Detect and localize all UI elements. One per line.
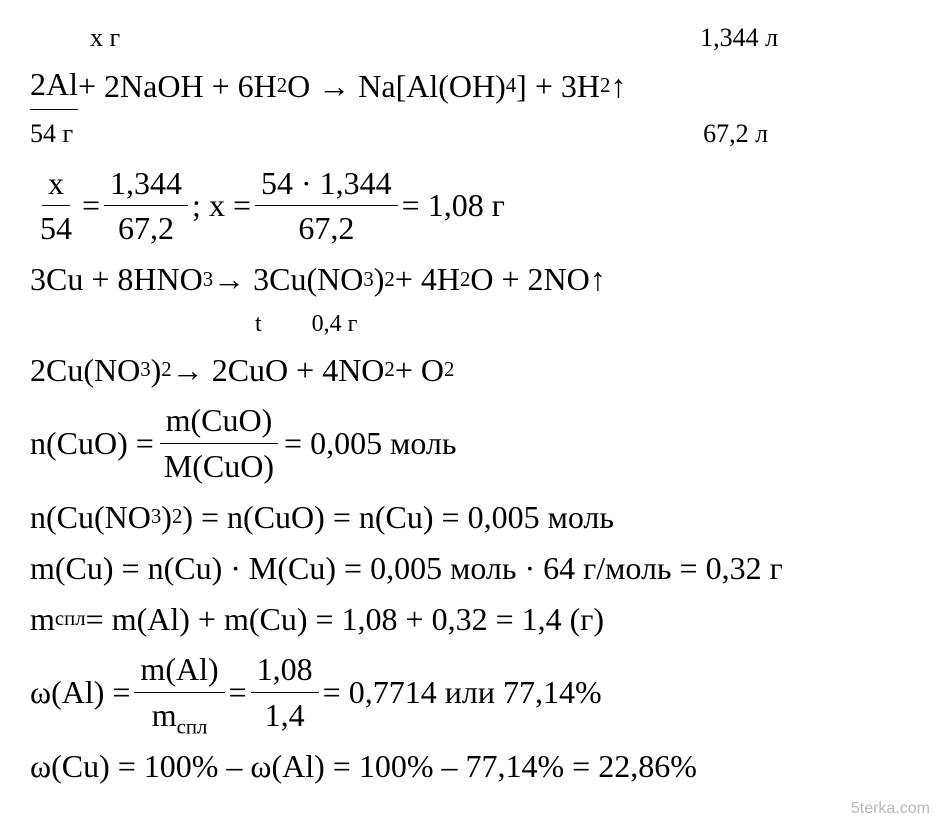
neq-a: n(Cu(NO	[30, 495, 151, 540]
frac-den: 54	[34, 206, 78, 251]
spacer	[262, 308, 312, 342]
eq2-d: + 4H	[395, 257, 460, 302]
w-cu-line: ω(Cu) = 100% – ω(Al) = 100% – 77,14% = 2…	[30, 744, 912, 789]
neq-c: ) = n(CuO) = n(Cu) = 0,005 моль	[182, 495, 614, 540]
spacer	[73, 116, 703, 152]
spacer	[30, 20, 90, 56]
frac-num: 1,344	[104, 161, 188, 207]
frac-mal-mspl: m(Al) mспл	[134, 647, 224, 738]
eq1-p1: + 2NaOH + 6H	[78, 64, 277, 109]
neq-b: )	[161, 495, 172, 540]
eq3-b: )	[151, 348, 162, 393]
wal-lhs: ω(Al) =	[30, 670, 130, 715]
wal-rhs: = 0,7714 или 77,14%	[323, 670, 602, 715]
wal-mid: =	[229, 670, 247, 715]
equation-3: 2Cu(NO3)2 → 2CuO + 4NO2 + O2	[30, 348, 912, 393]
frac-54x1344-672: 54 · 1,344 67,2	[255, 161, 398, 252]
spacer	[120, 20, 700, 56]
ncuo-lhs: n(CuO) =	[30, 421, 154, 466]
frac-108-14: 1,08 1,4	[251, 647, 319, 738]
equation-1: 2Al + 2NaOH + 6H2O → Na[Al(OH)4] + 3H2↑	[30, 62, 912, 110]
den-a: m	[152, 697, 177, 733]
anno-04g: 0,4 г	[312, 308, 358, 342]
solution-body: x г 1,344 л 2Al + 2NaOH + 6H2O → Na[Al(O…	[0, 0, 942, 815]
frac-den: 1,4	[259, 693, 311, 738]
eq2-c: )	[374, 257, 385, 302]
eq3-d: + O	[395, 348, 444, 393]
frac-1344-672: 1,344 67,2	[104, 161, 188, 252]
eq2-e: O + 2NO↑	[470, 257, 605, 302]
frac-den: M(CuO)	[158, 444, 280, 489]
ncuo-rhs: = 0,005 моль	[284, 421, 456, 466]
sep: ; x =	[192, 183, 251, 228]
anno-1344l: 1,344 л	[700, 20, 778, 56]
mspl-rhs: = m(Al) + m(Cu) = 1,08 + 0,32 = 1,4 (г)	[86, 597, 604, 642]
wcu-text: ω(Cu) = 100% – ω(Al) = 100% – 77,14% = 2…	[30, 744, 697, 789]
frac-den: 67,2	[112, 206, 180, 251]
eq1-p3: ] + 3H	[516, 64, 600, 109]
eq3-a: 2Cu(NO	[30, 348, 140, 393]
eq1-p2: O → Na[Al(OH)	[287, 64, 506, 109]
w-al-line: ω(Al) = m(Al) mспл = 1,08 1,4 = 0,7714 и…	[30, 647, 912, 738]
frac-num: 1,08	[251, 647, 319, 693]
den-sub: спл	[177, 716, 208, 739]
frac-num: 54 · 1,344	[255, 161, 398, 207]
result: = 1,08 г	[402, 183, 505, 228]
frac-den: mспл	[146, 693, 214, 738]
mspl-lhs: m	[30, 597, 55, 642]
eq3-c: → 2CuO + 4NO	[172, 348, 385, 393]
anno-672l: 67,2 л	[703, 116, 768, 152]
eq2-a: 3Cu + 8HNO	[30, 257, 203, 302]
eq1-2al: 2Al	[30, 62, 78, 110]
frac-x-54: x 54	[34, 161, 78, 252]
anno-xg: x г	[90, 20, 120, 56]
spacer	[30, 308, 255, 342]
watermark: 5terka.com	[851, 800, 930, 818]
m-cu-line: m(Cu) = n(Cu) · M(Cu) = 0,005 моль · 64 …	[30, 546, 912, 591]
equation-2: 3Cu + 8HNO3 → 3Cu(NO3)2 + 4H2O + 2NO↑	[30, 257, 912, 302]
m-spl-line: mспл = m(Al) + m(Cu) = 1,08 + 0,32 = 1,4…	[30, 597, 912, 642]
fraction-line-1: x 54 = 1,344 67,2 ; x = 54 · 1,344 67,2 …	[30, 161, 912, 252]
anno-row-1-bot: 54 г 67,2 л	[30, 116, 912, 152]
frac-num: x	[42, 161, 70, 207]
mcu-text: m(Cu) = n(Cu) · M(Cu) = 0,005 моль · 64 …	[30, 546, 783, 591]
anno-t: t	[255, 308, 262, 342]
n-cuo-line: n(CuO) = m(CuO) M(CuO) = 0,005 моль	[30, 398, 912, 489]
eq1-uparrow: ↑	[610, 64, 626, 109]
frac-num: m(CuO)	[160, 398, 279, 444]
anno-row-1-top: x г 1,344 л	[30, 20, 912, 56]
anno-row-2: t 0,4 г	[30, 308, 912, 342]
frac-mcuo-Mcuo: m(CuO) M(CuO)	[158, 398, 280, 489]
anno-54g: 54 г	[30, 116, 73, 152]
frac-num: m(Al)	[134, 647, 224, 693]
frac-den: 67,2	[292, 206, 360, 251]
n-equals-line: n(Cu(NO3)2) = n(CuO) = n(Cu) = 0,005 мол…	[30, 495, 912, 540]
eq2-b: → 3Cu(NO	[213, 257, 363, 302]
eq-sign: =	[82, 183, 100, 228]
